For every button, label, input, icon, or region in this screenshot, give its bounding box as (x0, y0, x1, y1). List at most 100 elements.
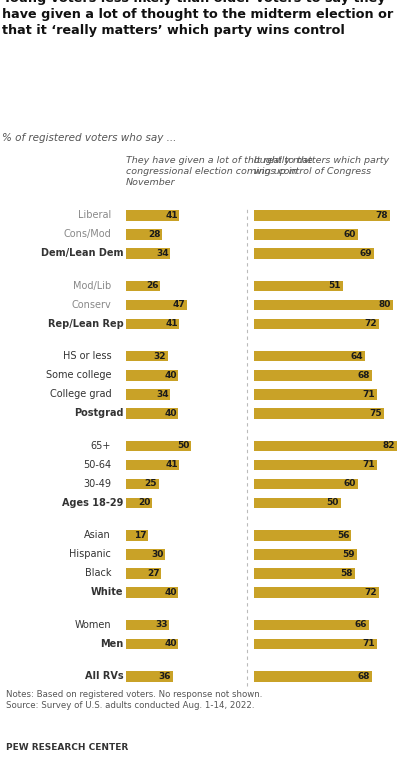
Text: 71: 71 (363, 390, 375, 399)
Text: 60: 60 (344, 230, 356, 239)
Text: % of registered voters who say ...: % of registered voters who say ... (2, 133, 176, 143)
Bar (126, 639, 178, 649)
Text: 66: 66 (354, 620, 367, 629)
Text: 25: 25 (144, 479, 157, 488)
Bar (254, 498, 341, 508)
Bar (254, 588, 379, 597)
Text: 72: 72 (365, 319, 377, 328)
Bar (254, 370, 372, 380)
Text: Black: Black (85, 568, 111, 578)
Text: 82: 82 (382, 441, 394, 450)
Bar (126, 620, 169, 630)
Text: Postgrad: Postgrad (74, 408, 123, 418)
Bar (254, 639, 378, 649)
Text: PEW RESEARCH CENTER: PEW RESEARCH CENTER (6, 743, 129, 752)
Text: 26: 26 (146, 281, 158, 290)
Text: 40: 40 (164, 371, 176, 379)
Bar (126, 319, 179, 329)
Text: 72: 72 (365, 588, 377, 597)
Bar (126, 671, 173, 681)
Text: 50-64: 50-64 (83, 459, 111, 470)
Text: Notes: Based on registered voters. No response not shown.
Source: Survey of U.S.: Notes: Based on registered voters. No re… (6, 690, 262, 710)
Text: Mod/Lib: Mod/Lib (73, 280, 111, 291)
Text: 71: 71 (363, 460, 375, 469)
Bar (254, 229, 358, 239)
Text: All RVs: All RVs (85, 671, 123, 681)
Text: 17: 17 (134, 531, 147, 539)
Text: 69: 69 (359, 249, 372, 258)
Text: 60: 60 (344, 479, 356, 488)
Text: They have given a lot of thought to the
congressional election coming up in
Nove: They have given a lot of thought to the … (126, 156, 313, 187)
Text: 34: 34 (156, 390, 169, 399)
Bar (254, 280, 343, 291)
Text: 20: 20 (138, 498, 150, 507)
Text: 65+: 65+ (91, 440, 111, 451)
Bar (126, 229, 163, 239)
Text: 41: 41 (165, 211, 178, 219)
Bar (254, 530, 352, 540)
Bar (254, 389, 378, 399)
Text: 68: 68 (358, 672, 370, 680)
Bar (126, 210, 179, 220)
Bar (254, 299, 393, 310)
Text: 80: 80 (379, 300, 391, 309)
Text: Hispanic: Hispanic (69, 549, 111, 559)
Text: Cons/Mod: Cons/Mod (63, 229, 111, 239)
Text: 34: 34 (156, 249, 169, 258)
Bar (126, 440, 191, 451)
Bar (126, 459, 179, 470)
Text: 40: 40 (164, 409, 176, 418)
Text: Young voters less likely than older voters to say they
have given a lot of thoug: Young voters less likely than older vote… (2, 0, 394, 37)
Bar (126, 408, 178, 418)
Text: 28: 28 (148, 230, 161, 239)
Bar (126, 299, 187, 310)
Text: Dem/Lean Dem: Dem/Lean Dem (41, 248, 123, 258)
Text: Ages 18-29: Ages 18-29 (62, 498, 123, 508)
Text: White: White (91, 588, 123, 597)
Text: 75: 75 (370, 409, 382, 418)
Bar (126, 530, 148, 540)
Text: College grad: College grad (50, 389, 111, 399)
Text: 30-49: 30-49 (83, 479, 111, 489)
Text: 30: 30 (151, 550, 163, 559)
Bar (254, 319, 379, 329)
Bar (254, 549, 357, 559)
Bar (254, 620, 369, 630)
Bar (126, 549, 165, 559)
Text: 51: 51 (328, 281, 341, 290)
Bar (254, 408, 384, 418)
Bar (126, 280, 160, 291)
Text: 36: 36 (159, 672, 171, 680)
Bar (126, 479, 159, 489)
Text: 50: 50 (177, 441, 189, 450)
Text: 40: 40 (164, 639, 176, 648)
Bar (254, 479, 358, 489)
Text: Some college: Some college (46, 370, 111, 380)
Text: Asian: Asian (84, 530, 111, 540)
Bar (126, 248, 171, 258)
Text: 32: 32 (154, 352, 166, 360)
Text: 27: 27 (147, 569, 160, 578)
Bar (126, 568, 161, 578)
Bar (254, 459, 378, 470)
Text: 71: 71 (363, 639, 375, 648)
Bar (254, 568, 355, 578)
Text: 78: 78 (375, 211, 388, 219)
Text: 47: 47 (173, 300, 186, 309)
Text: Men: Men (100, 639, 123, 649)
Bar (126, 498, 152, 508)
Text: 56: 56 (337, 531, 349, 539)
Bar (254, 210, 390, 220)
Text: Rep/Lean Rep: Rep/Lean Rep (48, 319, 123, 329)
Text: 68: 68 (358, 371, 370, 379)
Text: 41: 41 (165, 319, 178, 328)
Bar (254, 440, 396, 451)
Bar (126, 588, 178, 597)
Text: 50: 50 (326, 498, 339, 507)
Text: 59: 59 (342, 550, 354, 559)
Bar (254, 671, 372, 681)
Text: Women: Women (74, 620, 111, 630)
Bar (254, 248, 374, 258)
Text: HS or less: HS or less (63, 351, 111, 361)
Text: 64: 64 (351, 352, 363, 360)
